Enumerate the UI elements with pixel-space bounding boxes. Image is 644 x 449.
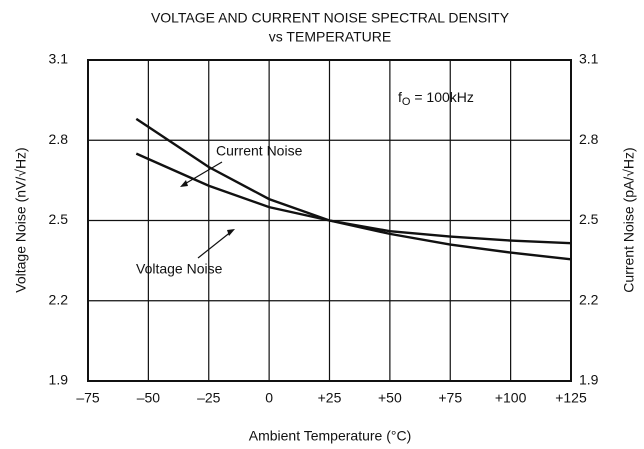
x-tick-label: +25	[318, 390, 342, 406]
annotation-sub: O	[402, 96, 411, 108]
arrow	[197, 230, 233, 259]
x-tick-label: 0	[265, 390, 273, 406]
x-tick-label: –50	[137, 390, 161, 406]
arrowhead	[227, 229, 235, 236]
x-tick-label: +100	[495, 390, 527, 406]
x-tick-label: +50	[378, 390, 402, 406]
x-axis-label: Ambient Temperature (°C)	[249, 428, 412, 444]
y2-tick-label: 3.1	[579, 51, 599, 67]
arrow	[182, 161, 223, 186]
x-tick-label: –75	[76, 390, 100, 406]
y2-axis-label: Current Noise (pA/√Hz)	[621, 147, 637, 292]
annotation: fO = 100kHz	[398, 89, 474, 108]
annotation-text: = 100kHz	[410, 89, 473, 105]
series-label: Current Noise	[216, 143, 303, 159]
x-tick-label: +75	[438, 390, 462, 406]
y-tick-label: 2.8	[49, 131, 69, 147]
y2-tick-label: 2.2	[579, 291, 599, 307]
chart-title: vs TEMPERATURE	[269, 29, 391, 45]
y2-tick-label: 2.5	[579, 211, 599, 227]
x-tick-label: +125	[555, 390, 587, 406]
y-tick-label: 3.1	[49, 51, 69, 67]
series-label: Voltage Noise	[136, 261, 223, 277]
y2-tick-label: 1.9	[579, 372, 599, 388]
chart-title: VOLTAGE AND CURRENT NOISE SPECTRAL DENSI…	[151, 10, 510, 26]
plot-frame	[87, 59, 572, 382]
y2-tick-label: 2.8	[579, 131, 599, 147]
y-tick-label: 2.5	[49, 211, 69, 227]
x-tick-label: –25	[197, 390, 221, 406]
y-tick-label: 1.9	[49, 372, 69, 388]
y-tick-label: 2.2	[49, 291, 69, 307]
arrowhead	[180, 180, 188, 187]
y-axis-label: Voltage Noise (nV/√Hz)	[13, 147, 29, 292]
series-line	[135, 152, 572, 245]
annotation-text: f	[398, 89, 402, 105]
